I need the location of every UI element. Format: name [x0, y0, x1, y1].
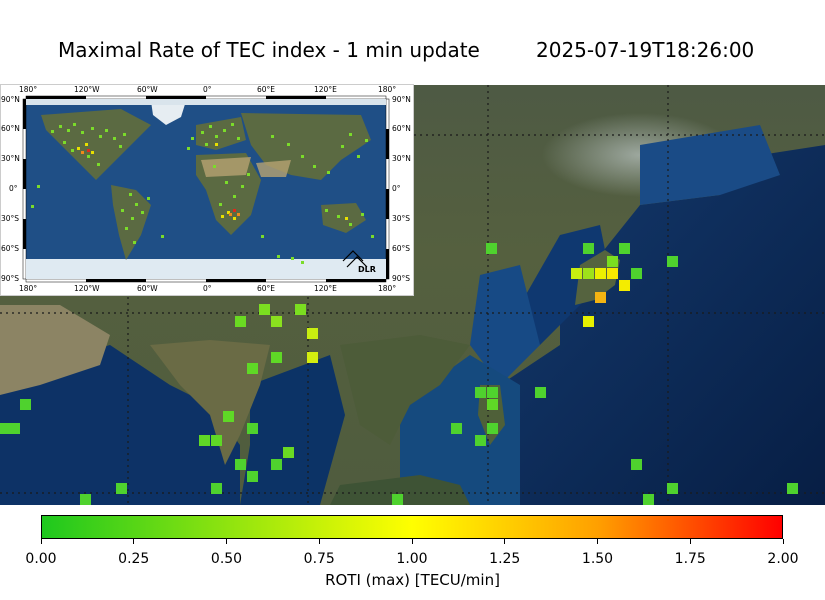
colorbar-tick-label: 2.00: [767, 551, 799, 567]
inset-lon-tick-bottom: 60°E: [257, 284, 276, 293]
colorbar-tick-label: 1.00: [396, 551, 428, 567]
antarctica: [26, 259, 386, 279]
north-america: [41, 109, 151, 180]
australia: [321, 203, 366, 233]
inset-lat-tick-left: 90°S: [1, 274, 20, 283]
inset-lat-tick-left: 0°: [9, 184, 18, 193]
inset-lon-tick-top: 120°W: [74, 85, 100, 94]
colorbar-tick-label: 0.50: [210, 551, 243, 567]
inset-lat-tick-right: 60°N: [392, 124, 411, 133]
inset-lat-tick-right: 30°N: [392, 154, 411, 163]
inset-lon-tick-top: 60°W: [137, 85, 158, 94]
graticule: [0, 85, 825, 505]
inset-roti-dots: [31, 123, 374, 264]
global-basemap: [22, 95, 390, 283]
colorbar-tick-mark: [782, 539, 784, 544]
colorbar-tick-label: 0.75: [303, 551, 335, 567]
arabian-sea: [0, 345, 240, 505]
colorbar-tick-mark: [689, 539, 691, 544]
inset-lon-tick-top: 180°: [378, 85, 397, 94]
pacific-ocean: [500, 145, 825, 505]
inset-lat-tick-right: 90°N: [392, 95, 411, 104]
colorbar-tick-label: 0.25: [118, 551, 150, 567]
sea-of-okhotsk: [640, 125, 780, 205]
india: [150, 340, 270, 465]
inset-lon-tick-bottom: 60°W: [137, 284, 158, 293]
southeast-asia: [340, 335, 470, 445]
colorbar-tick-mark: [133, 539, 135, 544]
colorbar-tick-mark: [504, 539, 506, 544]
title-main: Maximal Rate of TEC index - 1 min update: [58, 38, 480, 62]
bay-of-bengal: [240, 355, 345, 505]
colorbar-tick-label: 1.50: [581, 551, 614, 567]
sea-of-japan: [520, 225, 610, 345]
colorbar-tick-mark: [597, 539, 598, 544]
south-america: [111, 185, 151, 260]
global-inset-map: 180° 120°W 60°W 0° 60°E 120°E 180° 180° …: [0, 84, 414, 296]
inset-lat-tick-right: 60°S: [392, 244, 411, 253]
colorbar-tick-label: 0.00: [25, 551, 57, 567]
inset-lat-tick-right: 0°: [392, 184, 401, 193]
inset-lat-tick-left: 60°N: [1, 124, 20, 133]
inset-lat-tick-left: 90°N: [1, 95, 20, 104]
inset-lon-tick-top: 60°E: [257, 85, 276, 94]
inset-frame: [22, 95, 390, 283]
greenland: [151, 101, 186, 125]
inset-lon-tick-bottom: 180°: [19, 284, 38, 293]
inset-lon-tick-bottom: 120°W: [74, 284, 100, 293]
roti-colorbar: [41, 515, 783, 539]
arctic-ice: [26, 99, 386, 105]
inset-lon-tick-bottom: 0°: [203, 284, 212, 293]
arabia: [0, 305, 110, 395]
inset-lon-tick-top: 120°E: [314, 85, 337, 94]
inset-lat-tick-left: 30°S: [1, 214, 20, 223]
inset-lon-tick-top: 0°: [203, 85, 212, 94]
colorbar-tick-mark: [226, 539, 227, 544]
colorbar-tick-label: 1.75: [674, 551, 706, 567]
colorbar-tick-label: 1.25: [489, 551, 521, 567]
colorbar-tick-mark: [318, 539, 320, 544]
philippines: [478, 385, 505, 445]
inset-lat-tick-left: 30°N: [1, 154, 20, 163]
dlr-logo: [342, 250, 368, 268]
colorbar-title: ROTI (max) [TECU/min]: [325, 571, 500, 589]
inset-lat-tick-left: 60°S: [1, 244, 20, 253]
title-timestamp: 2025-07-19T18:26:00: [536, 38, 755, 62]
inset-lon-tick-top: 180°: [19, 85, 38, 94]
colorbar-tick-mark: [411, 539, 413, 544]
dlr-logo-text: DLR: [358, 265, 376, 274]
inset-lon-tick-bottom: 120°E: [314, 284, 337, 293]
colorbar-tick-mark: [40, 539, 42, 544]
inset-lon-tick-bottom: 180°: [378, 284, 397, 293]
inset-lat-tick-right: 90°S: [392, 274, 411, 283]
inset-lat-tick-right: 30°S: [392, 214, 411, 223]
maritime-continent: [330, 475, 470, 505]
